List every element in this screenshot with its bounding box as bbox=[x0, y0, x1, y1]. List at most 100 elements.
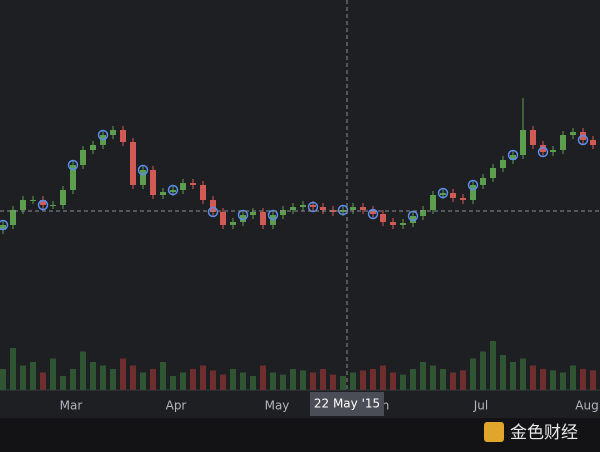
volume-bar bbox=[530, 365, 536, 390]
candle-body bbox=[520, 130, 526, 155]
volume-bar bbox=[580, 369, 586, 390]
volume-bar bbox=[180, 372, 186, 390]
candle-body bbox=[450, 193, 456, 198]
volume-bar bbox=[280, 374, 286, 390]
volume-bar bbox=[30, 362, 36, 390]
candle-body bbox=[460, 198, 466, 200]
candle-body bbox=[90, 145, 96, 150]
volume-bar bbox=[310, 372, 316, 390]
candle-body bbox=[230, 222, 236, 225]
volume-bar bbox=[520, 358, 526, 390]
candle-body bbox=[240, 215, 246, 222]
volume-bar bbox=[160, 362, 166, 390]
volume-bar bbox=[430, 365, 436, 390]
volume-bar bbox=[340, 376, 346, 390]
candle-body bbox=[310, 205, 316, 207]
volume-bar bbox=[230, 369, 236, 390]
candle-body bbox=[370, 210, 376, 214]
candle-body bbox=[360, 207, 366, 210]
volume-bar bbox=[140, 372, 146, 390]
event-marker bbox=[137, 164, 149, 176]
candle-body bbox=[550, 150, 556, 152]
volume-bar bbox=[460, 370, 466, 390]
volume-bar bbox=[410, 369, 416, 390]
candle-body bbox=[40, 200, 46, 205]
event-marker bbox=[207, 206, 219, 218]
x-tick-label: Jul bbox=[473, 399, 488, 413]
volume-bar bbox=[560, 372, 566, 390]
event-marker bbox=[37, 199, 49, 211]
candle-body bbox=[10, 210, 16, 225]
event-marker bbox=[167, 184, 179, 196]
volume-bar bbox=[470, 358, 476, 390]
candle-body bbox=[420, 210, 426, 216]
volume-bar bbox=[480, 351, 486, 390]
candle-body bbox=[60, 190, 66, 205]
volume-bar bbox=[420, 362, 426, 390]
volume-bar bbox=[510, 362, 516, 390]
volume-bar bbox=[330, 374, 336, 390]
volume-bar bbox=[210, 370, 216, 390]
candle-body bbox=[530, 130, 536, 145]
candle-body bbox=[70, 165, 76, 190]
candle-body bbox=[170, 190, 176, 192]
candle-body bbox=[130, 142, 136, 185]
watermark-logo bbox=[484, 422, 504, 442]
volume-bar bbox=[130, 365, 136, 390]
candle-body bbox=[590, 140, 596, 145]
candle-body bbox=[380, 214, 386, 222]
volume-bar bbox=[10, 348, 16, 390]
candle-body bbox=[260, 212, 266, 225]
volume-bar bbox=[170, 376, 176, 390]
candle-body bbox=[180, 183, 186, 190]
volume-bar bbox=[40, 372, 46, 390]
event-marker bbox=[467, 179, 479, 191]
candle-body bbox=[250, 212, 256, 215]
volume-bar bbox=[550, 370, 556, 390]
volume-bar bbox=[270, 372, 276, 390]
candle-body bbox=[400, 223, 406, 225]
volume-bar bbox=[120, 358, 126, 390]
volume-bar bbox=[260, 365, 266, 390]
volume-bar bbox=[70, 369, 76, 390]
candle-body bbox=[160, 192, 166, 195]
volume-bar bbox=[240, 372, 246, 390]
volume-bar bbox=[540, 369, 546, 390]
candle-body bbox=[540, 145, 546, 152]
volume-bar bbox=[350, 372, 356, 390]
candle-body bbox=[470, 185, 476, 200]
candle-body bbox=[500, 160, 506, 168]
event-marker bbox=[537, 146, 549, 158]
candle-body bbox=[120, 130, 126, 142]
event-marker bbox=[307, 201, 319, 213]
volume-bar bbox=[440, 369, 446, 390]
candle-body bbox=[190, 183, 196, 185]
volume-bar bbox=[0, 369, 6, 390]
volume-bar bbox=[400, 374, 406, 390]
candle-body bbox=[350, 207, 356, 210]
volume-bar bbox=[490, 341, 496, 390]
event-marker bbox=[97, 129, 109, 141]
crosshair-label-box bbox=[310, 392, 384, 416]
x-tick-label: Apr bbox=[166, 399, 187, 413]
candle-body bbox=[430, 195, 436, 210]
volume-bar bbox=[110, 369, 116, 390]
candle-body bbox=[410, 216, 416, 223]
volume-bar bbox=[450, 372, 456, 390]
candle-body bbox=[220, 212, 226, 225]
candle-body bbox=[210, 200, 216, 212]
event-marker bbox=[437, 187, 449, 199]
candle-body bbox=[110, 130, 116, 135]
candle-body bbox=[50, 205, 56, 206]
watermark: 金色财经 bbox=[510, 423, 578, 443]
volume-bar bbox=[60, 376, 66, 390]
volume-bar bbox=[200, 365, 206, 390]
volume-bar bbox=[50, 358, 56, 390]
candle-body bbox=[20, 200, 26, 210]
event-marker bbox=[367, 208, 379, 220]
event-marker bbox=[507, 149, 519, 161]
candle-body bbox=[140, 170, 146, 185]
volume-bar bbox=[300, 370, 306, 390]
event-marker bbox=[0, 219, 9, 231]
